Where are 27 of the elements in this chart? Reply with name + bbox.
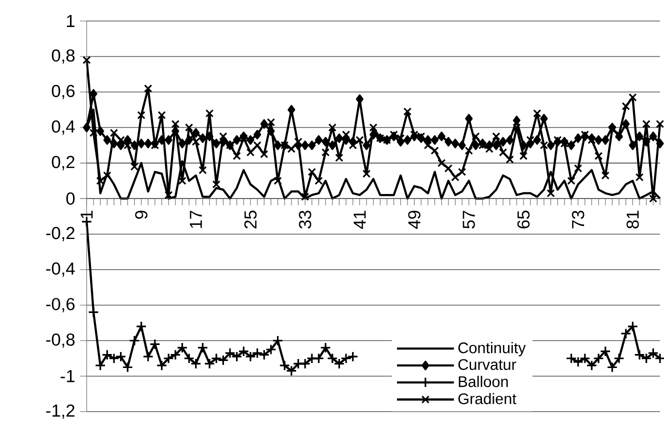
- y-tick-label: -1,2: [46, 404, 74, 419]
- y-tick-label: 1: [66, 15, 74, 27]
- x-tick-label: 9: [135, 210, 148, 219]
- legend-label: Curvatur: [458, 359, 516, 370]
- y-tick-label: -0,8: [46, 333, 75, 348]
- legend-label: Continuity: [458, 342, 526, 356]
- y-tick-label: -1: [60, 370, 74, 382]
- x-tick-label: 49: [408, 210, 420, 229]
- y-tick-label: 0,8: [52, 49, 75, 64]
- y-tick-label: 0,2: [52, 156, 74, 170]
- legend-label: Balloon: [458, 376, 508, 388]
- y-tick-label: 0: [66, 192, 75, 205]
- x-tick-label: 17: [190, 210, 202, 228]
- y-tick-label: 0,4: [52, 120, 75, 135]
- legend-label: Gradient: [458, 392, 516, 404]
- x-tick-label: 41: [354, 210, 366, 229]
- x-tick-label: 81: [626, 210, 639, 228]
- x-tick-label: 33: [298, 210, 312, 229]
- x-tick-label: 1: [80, 210, 93, 218]
- x-tick-label: 57: [462, 210, 475, 229]
- y-tick-label: -0,2: [46, 226, 74, 242]
- y-tick-label: 0,6: [52, 84, 75, 100]
- y-tick-label: -0,6: [46, 298, 75, 312]
- x-tick-label: 65: [517, 210, 530, 228]
- x-tick-label: 25: [244, 210, 257, 228]
- y-tick-label: -0,4: [46, 262, 75, 277]
- x-tick-label: 73: [572, 210, 584, 228]
